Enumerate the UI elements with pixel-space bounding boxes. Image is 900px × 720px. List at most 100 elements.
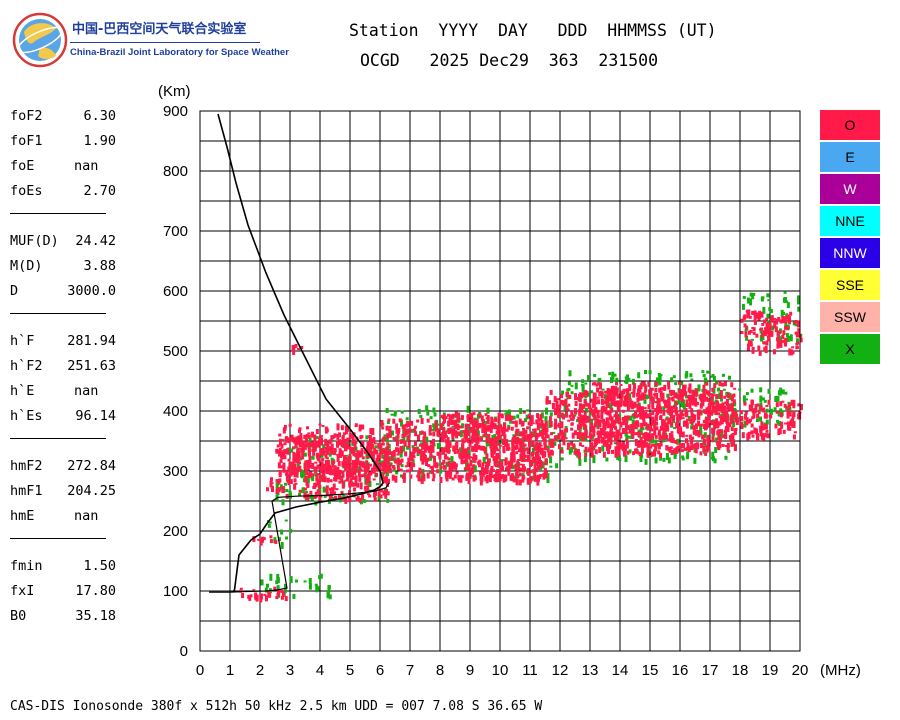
echo-point [581, 392, 585, 397]
echo-point [433, 412, 437, 417]
echo-point [325, 445, 329, 451]
echo-point [471, 475, 475, 478]
echo-point [558, 404, 562, 409]
echo-point [444, 416, 448, 420]
echo-point [368, 434, 372, 442]
echo-point [584, 382, 588, 385]
echo-point [526, 447, 530, 455]
echo-point [643, 369, 647, 374]
echo-point [452, 413, 456, 417]
echo-point [358, 474, 362, 482]
echo-point [682, 385, 686, 392]
echo-point [650, 433, 654, 440]
echo-point [385, 479, 389, 485]
echo-point [471, 445, 475, 452]
echo-point [584, 407, 588, 413]
parameter-value: 1.50 [83, 558, 116, 574]
echo-point [425, 405, 429, 412]
echo-point [615, 440, 619, 445]
echo-point [311, 473, 315, 477]
echo-point [792, 434, 796, 440]
echo-point [718, 441, 722, 446]
echo-point [462, 441, 466, 444]
echo-point [546, 434, 550, 439]
echo-point [644, 409, 648, 412]
echo-point [716, 402, 720, 409]
echo-point [713, 383, 717, 389]
echo-point [388, 468, 392, 474]
echo-point [303, 434, 307, 439]
echo-point [717, 429, 721, 436]
echo-point [650, 451, 654, 457]
echo-point [288, 464, 292, 470]
echo-point [326, 457, 330, 460]
echo-point [746, 343, 750, 351]
echo-point [787, 423, 791, 431]
echo-point [757, 410, 761, 415]
echo-point [392, 465, 396, 470]
echo-point [519, 446, 523, 452]
echo-point [367, 479, 371, 484]
echo-point [337, 471, 341, 479]
echo-point [325, 464, 329, 471]
echo-point [702, 445, 706, 452]
echo-point [516, 474, 520, 479]
echo-point [459, 430, 463, 438]
echo-point [591, 382, 595, 386]
echo-point [391, 430, 395, 436]
echo-point [434, 425, 438, 432]
echo-point [689, 373, 693, 378]
echo-point [562, 413, 566, 418]
echo-point [536, 479, 540, 486]
echo-point [760, 311, 764, 318]
echo-point [753, 408, 757, 414]
echo-point [338, 476, 342, 480]
echo-point [656, 443, 660, 447]
echo-point [467, 424, 471, 427]
echo-point [274, 539, 278, 544]
echo-point [661, 438, 665, 443]
echo-point [545, 407, 549, 415]
echo-point [504, 412, 508, 416]
echo-point [321, 472, 325, 476]
echo-point [378, 465, 382, 470]
echo-point [654, 434, 658, 439]
echo-point [608, 410, 612, 417]
echo-point [400, 464, 404, 468]
echo-point [633, 423, 637, 430]
echo-point [325, 488, 329, 493]
echo-point [461, 423, 465, 429]
echo-point [524, 429, 528, 434]
echo-point [719, 416, 723, 424]
echo-point [598, 391, 602, 397]
echo-point [532, 456, 536, 460]
echo-point [481, 462, 485, 467]
echo-point [543, 442, 547, 446]
echo-point [711, 456, 715, 462]
echo-point [456, 415, 460, 421]
echo-point [667, 457, 671, 464]
echo-point [678, 431, 682, 437]
echo-point [648, 433, 652, 441]
echo-point [470, 426, 474, 432]
echo-point [640, 406, 644, 412]
echo-point [490, 448, 494, 455]
echo-point [444, 439, 448, 444]
echo-point [718, 438, 722, 443]
echo-point [291, 469, 295, 474]
echo-point [502, 476, 506, 483]
echo-point [610, 397, 614, 400]
echo-point [706, 409, 710, 412]
echo-point [606, 431, 610, 437]
echo-point [776, 336, 780, 344]
echo-point [402, 445, 406, 452]
echo-point [747, 309, 751, 316]
echo-point [403, 430, 407, 437]
echo-point [719, 390, 723, 398]
echo-point [478, 459, 482, 463]
echo-point [722, 434, 726, 439]
echo-point [332, 460, 336, 464]
echo-point [510, 467, 514, 470]
echo-point [606, 401, 610, 409]
echo-point [578, 442, 582, 447]
